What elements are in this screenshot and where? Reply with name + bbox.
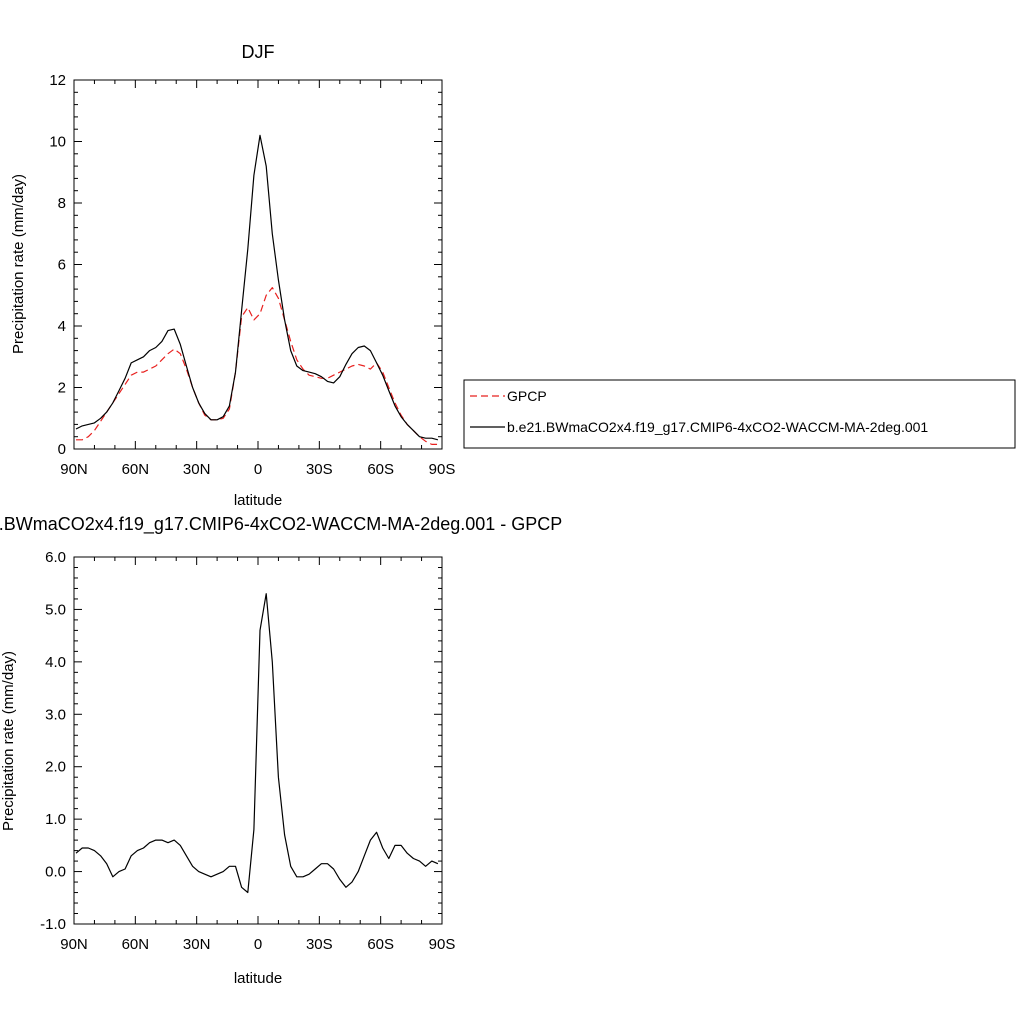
bottom-y-tick-label: 4.0 xyxy=(45,654,66,671)
bottom-y-tick-label: 5.0 xyxy=(45,601,66,618)
legend-box xyxy=(463,379,1016,449)
top-chart-marks: 90N 60N 30N 0 30S 60S 90S 0 2 4 6 8 10 12 xyxy=(49,72,455,478)
bottom-y-tick-label: 2.0 xyxy=(45,759,66,776)
top-x-tick-label: 30N xyxy=(183,461,211,478)
bottom-chart-title: b.e21.BWmaCO2x4.f19_g17.CMIP6-4xCO2-WACC… xyxy=(0,514,562,535)
bottom-panel: b.e21.BWmaCO2x4.f19_g17.CMIP6-4xCO2-WACC… xyxy=(0,514,562,987)
bottom-x-tick-label: 60N xyxy=(122,936,150,953)
bottom-y-tick-label: 3.0 xyxy=(45,706,66,723)
top-x-tick-label: 90S xyxy=(429,461,456,478)
top-x-tick-label: 0 xyxy=(254,461,262,478)
legend-label-model: b.e21.BWmaCO2x4.f19_g17.CMIP6-4xCO2-WACC… xyxy=(507,419,928,435)
bottom-x-tick-label: 90N xyxy=(60,936,88,953)
top-x-tick-label: 60S xyxy=(367,461,394,478)
top-y-tick-label: 8 xyxy=(58,195,66,212)
legend-label-gpcp: GPCP xyxy=(507,388,547,404)
bottom-y-tick-label: 6.0 xyxy=(45,549,66,566)
top-x-tick-label: 30S xyxy=(306,461,333,478)
bottom-x-tick-label: 0 xyxy=(254,936,262,953)
top-x-tick-label: 90N xyxy=(60,461,88,478)
bottom-chart-marks: 90N 60N 30N 0 30S 60S 90S -1.0 0.0 1.0 2.0 3.0 4.0 5.… xyxy=(40,549,455,953)
top-plot-frame xyxy=(73,79,443,450)
top-y-tick-label: 12 xyxy=(49,72,66,89)
top-y-tick-label: 10 xyxy=(49,134,66,151)
top-y-tick-label: 2 xyxy=(58,380,66,397)
top-chart-title: DJF xyxy=(242,42,275,62)
bottom-plot-frame xyxy=(73,556,443,925)
top-y-axis-label: Precipitation rate (mm/day) xyxy=(10,174,27,354)
bottom-y-axis-label: Precipitation rate (mm/day) xyxy=(0,651,17,831)
bottom-x-tick-label: 90S xyxy=(429,936,456,953)
top-y-tick-label: 0 xyxy=(58,441,66,458)
bottom-x-tick-label: 30S xyxy=(306,936,333,953)
legend: GPCP b.e21.BWmaCO2x4.f19_g17.CMIP6-4xCO2… xyxy=(463,379,1016,449)
bottom-y-tick-label: 0.0 xyxy=(45,864,66,881)
bottom-x-tick-label: 60S xyxy=(367,936,394,953)
bottom-series-line-difference xyxy=(75,593,439,894)
bottom-x-tick-label: 30N xyxy=(183,936,211,953)
top-x-axis-label: latitude xyxy=(234,492,282,509)
bottom-y-tick-label: -1.0 xyxy=(40,916,66,933)
top-panel: DJF 90N 60N 30N 0 30S 60S 90S 0 2 4 6 8 10 12 latitud… xyxy=(10,42,455,509)
top-y-tick-label: 6 xyxy=(58,257,66,274)
bottom-y-tick-label: 1.0 xyxy=(45,811,66,828)
top-y-tick-label: 4 xyxy=(58,318,66,335)
bottom-x-axis-label: latitude xyxy=(234,970,282,987)
top-x-tick-label: 60N xyxy=(122,461,150,478)
top-series-line-model xyxy=(75,134,439,441)
